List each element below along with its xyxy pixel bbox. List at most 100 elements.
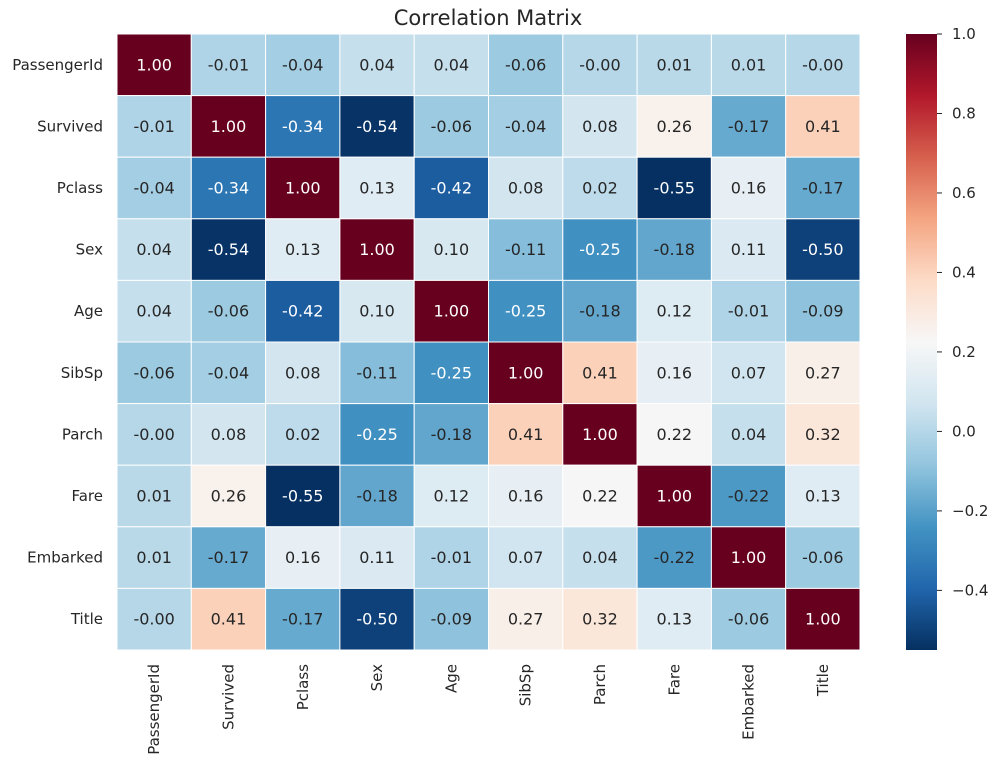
cell-value-label: -0.22 (654, 548, 695, 567)
heatmap-cell (710, 341, 787, 405)
cell-value-label: 1.00 (582, 425, 618, 444)
cell-value-label: 0.11 (359, 548, 395, 567)
heatmap-cell (562, 218, 638, 281)
cell-value-label: 0.27 (805, 363, 841, 382)
heatmap-cell (190, 33, 267, 97)
heatmap-cell (116, 156, 192, 220)
cell-value-label: -0.18 (654, 240, 695, 259)
heatmap-cell (710, 95, 787, 158)
cell-value-label: 0.10 (359, 302, 395, 321)
cell-value-label: -0.42 (282, 302, 323, 321)
heatmap-cell (265, 156, 341, 220)
cell-value-label: -0.11 (505, 240, 546, 259)
cell-value-label: 1.00 (805, 610, 841, 629)
cell-value-label: 0.04 (136, 302, 172, 321)
heatmap-cell (413, 464, 490, 528)
heatmap-cell (562, 156, 638, 220)
cell-value-label: -0.00 (133, 610, 174, 629)
cell-value-label: 0.10 (434, 240, 470, 259)
cell-value-label: 0.04 (359, 55, 395, 74)
cell-value-label: -0.06 (505, 55, 546, 74)
cell-value-label: 0.13 (805, 487, 841, 506)
row-labels: PassengerId Survived Pclass Sex Age SibSp Parc… (12, 56, 103, 628)
cell-value-label: -0.06 (133, 363, 174, 382)
cell-value-label: -0.04 (133, 179, 174, 198)
heatmap-cell (562, 526, 638, 589)
heatmap-cell (562, 95, 638, 158)
column-tick-label: PassengerId (145, 664, 163, 755)
heatmap-cell (116, 33, 192, 97)
cell-value-label: 0.01 (136, 487, 172, 506)
cell-value-label: 0.41 (805, 117, 841, 136)
heatmap-cell (636, 218, 712, 281)
cell-value-label: 0.08 (211, 425, 247, 444)
cell-value-label: 0.26 (211, 487, 247, 506)
heatmap-cell (710, 526, 787, 589)
cell-value-label: -0.50 (356, 610, 397, 629)
colorbar (906, 34, 937, 650)
heatmap-cell (636, 587, 712, 651)
row-tick-label: Parch (62, 425, 103, 443)
colorbar-gradient (906, 34, 937, 650)
heatmap-cell (785, 403, 861, 466)
heatmap-cell (636, 279, 712, 343)
colorbar-tick-label: −0.2 (952, 502, 988, 520)
cell-value-label: 0.13 (359, 179, 395, 198)
heatmap-cell (190, 464, 267, 528)
cell-value-label: 0.16 (508, 487, 544, 506)
cell-value-label: -0.00 (802, 55, 843, 74)
heatmap-cell (562, 464, 638, 528)
cell-value-label: -0.55 (282, 487, 323, 506)
heatmap-cell (785, 218, 861, 281)
heatmap-cell (339, 95, 415, 158)
heatmap-cell (488, 587, 564, 651)
heatmap-cell (785, 33, 861, 97)
row-tick-label: PassengerId (12, 56, 103, 74)
column-tick-label: Parch (591, 664, 609, 705)
row-tick-label: Title (70, 610, 103, 628)
heatmap-cell (190, 526, 267, 589)
cell-value-label: 0.27 (508, 610, 544, 629)
cell-value-label: 0.41 (508, 425, 544, 444)
column-tick-label: SibSp (517, 664, 535, 706)
cell-value-label: 1.00 (359, 240, 395, 259)
heatmap-cell (562, 403, 638, 466)
heatmap-cell (265, 279, 341, 343)
cell-value-label: -0.17 (282, 610, 323, 629)
cell-value-label: 1.00 (211, 117, 247, 136)
cell-value-label: -0.34 (282, 117, 323, 136)
cell-value-label: -0.01 (728, 302, 769, 321)
cell-value-label: -0.17 (728, 117, 769, 136)
cell-value-label: -0.06 (728, 610, 769, 629)
cell-value-label: 1.00 (285, 179, 321, 198)
cell-value-label: -0.00 (579, 55, 620, 74)
heatmap-cell (785, 156, 861, 220)
cell-value-label: -0.50 (802, 240, 843, 259)
cell-value-label: 0.12 (656, 302, 692, 321)
heatmap-cells (116, 33, 861, 651)
cell-value-label: 0.22 (582, 487, 618, 506)
cell-value-label: 1.00 (656, 487, 692, 506)
heatmap-cell (710, 279, 787, 343)
colorbar-tick-label: 0.2 (952, 343, 976, 361)
row-tick-label: Age (74, 302, 103, 320)
cell-value-label: -0.25 (579, 240, 620, 259)
heatmap-cell (636, 403, 712, 466)
cell-annotations: 1.00 -0.01 -0.04 0.04 0.04 -0.06 -0.00 0.01 0.01… (133, 55, 843, 628)
cell-value-label: 0.02 (582, 179, 618, 198)
colorbar-tick-label: 0.0 (952, 422, 976, 440)
heatmap-cell (339, 464, 415, 528)
cell-value-label: 0.13 (656, 610, 692, 629)
heatmap-cell (785, 526, 861, 589)
cell-value-label: 1.00 (508, 363, 544, 382)
cell-value-label: 0.04 (731, 425, 767, 444)
heatmap-cell (710, 156, 787, 220)
cell-value-label: -0.25 (505, 302, 546, 321)
cell-value-label: 0.01 (656, 55, 692, 74)
cell-value-label: -0.54 (208, 240, 249, 259)
colorbar-tick-label: 1.0 (952, 25, 976, 43)
cell-value-label: -0.04 (505, 117, 546, 136)
cell-value-label: -0.25 (356, 425, 397, 444)
cell-value-label: -0.01 (431, 548, 472, 567)
